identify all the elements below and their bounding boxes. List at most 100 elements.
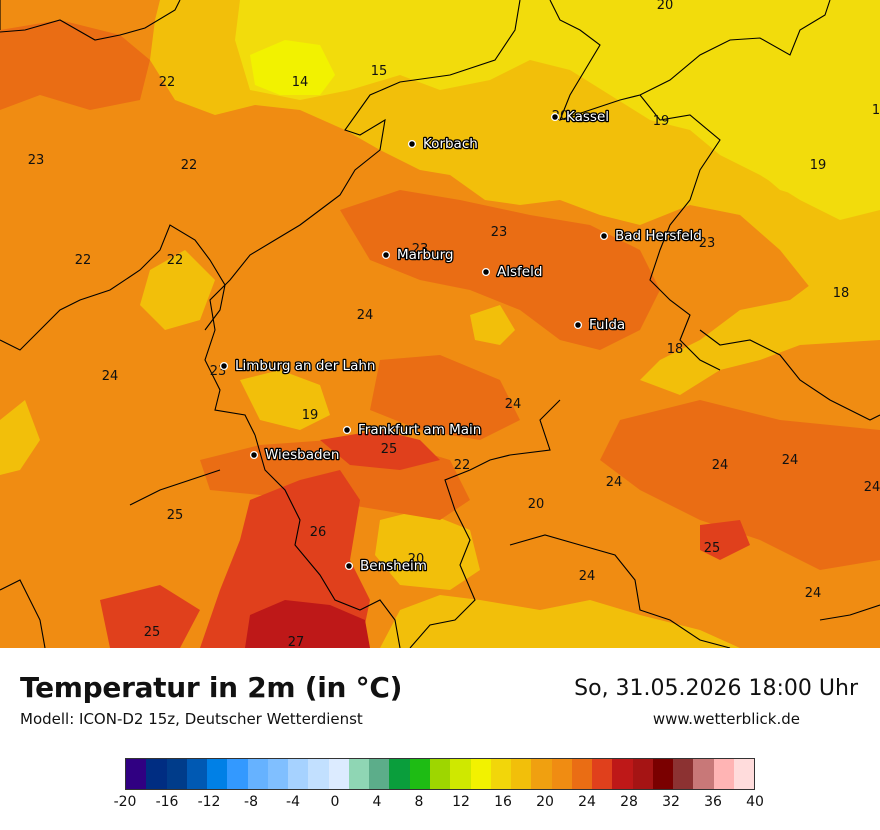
legend-swatch bbox=[450, 759, 471, 789]
city-dot bbox=[599, 231, 609, 241]
temperature-label: 25 bbox=[167, 508, 184, 523]
legend-tick-label: 40 bbox=[746, 794, 764, 810]
forecast-datetime: So, 31.05.2026 18:00 Uhr bbox=[574, 676, 858, 701]
legend-swatch bbox=[612, 759, 633, 789]
legend-swatch bbox=[247, 759, 268, 789]
city-label: Frankfurt am Main bbox=[358, 422, 481, 438]
city-label: Fulda bbox=[589, 317, 625, 333]
temperature-label: 22 bbox=[454, 458, 471, 473]
legend-swatch bbox=[389, 759, 410, 789]
legend-tick-label: -12 bbox=[197, 794, 221, 810]
legend-swatch bbox=[409, 759, 430, 789]
border-bw bbox=[509, 534, 731, 648]
border-bavaria-south bbox=[409, 399, 561, 648]
temperature-label: 18 bbox=[833, 286, 850, 301]
temp-zone-yellow-odenwald bbox=[375, 510, 480, 590]
temp-zone-red-hotspot bbox=[245, 600, 370, 648]
temperature-label: 26 bbox=[310, 525, 327, 540]
legend-tick-label: 12 bbox=[452, 794, 470, 810]
temperature-label: 24 bbox=[606, 475, 623, 490]
city-label: Marburg bbox=[397, 247, 453, 263]
legend-swatch bbox=[571, 759, 593, 789]
city-dot bbox=[550, 112, 560, 122]
temperature-label: 19 bbox=[653, 114, 670, 129]
city-label: Bensheim bbox=[360, 558, 427, 574]
temperature-label: 23 bbox=[699, 236, 716, 251]
temperature-label: 14 bbox=[292, 75, 309, 90]
city-label: Korbach bbox=[423, 136, 478, 152]
temperature-label: 20 bbox=[528, 497, 545, 512]
legend-tick-label: -20 bbox=[113, 794, 137, 810]
city-label: Wiesbaden bbox=[265, 447, 339, 463]
city-dot bbox=[573, 320, 583, 330]
legend-swatch bbox=[470, 759, 491, 789]
temperature-label: 20 bbox=[657, 0, 674, 13]
temp-zone-dark-orange-center bbox=[340, 190, 660, 350]
legend-swatch bbox=[227, 759, 248, 789]
temperature-label: 24 bbox=[782, 453, 799, 468]
temperature-label: 23 bbox=[491, 225, 508, 240]
temperature-label: 24 bbox=[357, 308, 374, 323]
legend-swatch bbox=[146, 759, 167, 789]
city-dot bbox=[249, 450, 259, 460]
border-hessen-nw bbox=[0, 0, 181, 41]
temperature-label: 24 bbox=[712, 458, 729, 473]
legend-tick-label: 0 bbox=[330, 794, 340, 810]
city-marker: Bad Hersfeld bbox=[599, 227, 703, 245]
temperature-label: 19 bbox=[810, 158, 827, 173]
city-dot bbox=[219, 361, 229, 371]
temperature-label: 20 bbox=[408, 552, 425, 567]
temp-zone-yellow-vogelsberg bbox=[470, 305, 515, 345]
temperature-label: 25 bbox=[704, 541, 721, 556]
state-borders bbox=[0, 0, 880, 648]
city-markers: Kassel Korbach Bad Hersfeld Marburg Alsfeld F… bbox=[219, 108, 703, 575]
border-east-edge bbox=[819, 604, 880, 621]
legend-swatch bbox=[308, 759, 329, 789]
temp-zone-yellow-taunus bbox=[240, 370, 330, 430]
city-marker: Korbach bbox=[407, 135, 479, 153]
legend-tick-label: -16 bbox=[155, 794, 179, 810]
website-link[interactable]: www.wetterblick.de bbox=[652, 710, 800, 728]
legend-swatch bbox=[632, 759, 653, 789]
temp-zone-yellow-sw bbox=[0, 400, 40, 475]
legend-tick-label: 16 bbox=[494, 794, 512, 810]
legend-tick-label: -8 bbox=[244, 794, 258, 810]
border-thuringia bbox=[639, 94, 721, 371]
temperature-label: 15 bbox=[371, 64, 388, 79]
legend-swatch bbox=[490, 759, 512, 789]
legend-swatch bbox=[348, 759, 370, 789]
legend-swatch bbox=[592, 759, 613, 789]
legend-swatch bbox=[693, 759, 714, 789]
legend-swatch bbox=[733, 759, 755, 789]
temperature-label: 22 bbox=[159, 75, 176, 90]
legend-tick-label: 20 bbox=[536, 794, 554, 810]
temperature-label: 18 bbox=[667, 342, 684, 357]
legend-tick-label: 24 bbox=[578, 794, 596, 810]
temperature-label: 24 bbox=[864, 480, 880, 495]
legend-swatch bbox=[429, 759, 451, 789]
legend-swatch bbox=[713, 759, 734, 789]
temperature-label: 24 bbox=[579, 569, 596, 584]
legend-tick-label: 28 bbox=[620, 794, 638, 810]
footer-panel: Temperatur in 2m (in °C) Modell: ICON-D2… bbox=[0, 648, 880, 830]
legend-tick-label: 4 bbox=[372, 794, 382, 810]
border-hessen-north bbox=[204, 0, 521, 436]
border-sw bbox=[129, 469, 221, 506]
temperature-label: 24 bbox=[588, 319, 605, 334]
city-marker: Bensheim bbox=[344, 557, 428, 575]
temperature-map: 20 14 15 22 20 22 19 19 1 23 22 22 23 23 23 18 24 24 24 18 2… bbox=[0, 0, 880, 648]
temperature-label: 25 bbox=[144, 625, 161, 640]
legend-tick-label: 8 bbox=[414, 794, 424, 810]
temperature-label: 19 bbox=[302, 408, 319, 423]
legend-swatch bbox=[267, 759, 289, 789]
city-dot bbox=[381, 250, 391, 260]
temp-zone-light-yellow-north bbox=[235, 0, 880, 220]
city-marker: Marburg bbox=[381, 246, 455, 264]
temperature-label: 23 bbox=[412, 242, 429, 257]
temp-zone-dark-orange-mid bbox=[370, 355, 520, 440]
legend-color-bar bbox=[125, 758, 755, 790]
legend-swatch bbox=[328, 759, 349, 789]
legend-swatch bbox=[551, 759, 572, 789]
temperature-label: 24 bbox=[805, 586, 822, 601]
city-dot bbox=[481, 267, 491, 277]
